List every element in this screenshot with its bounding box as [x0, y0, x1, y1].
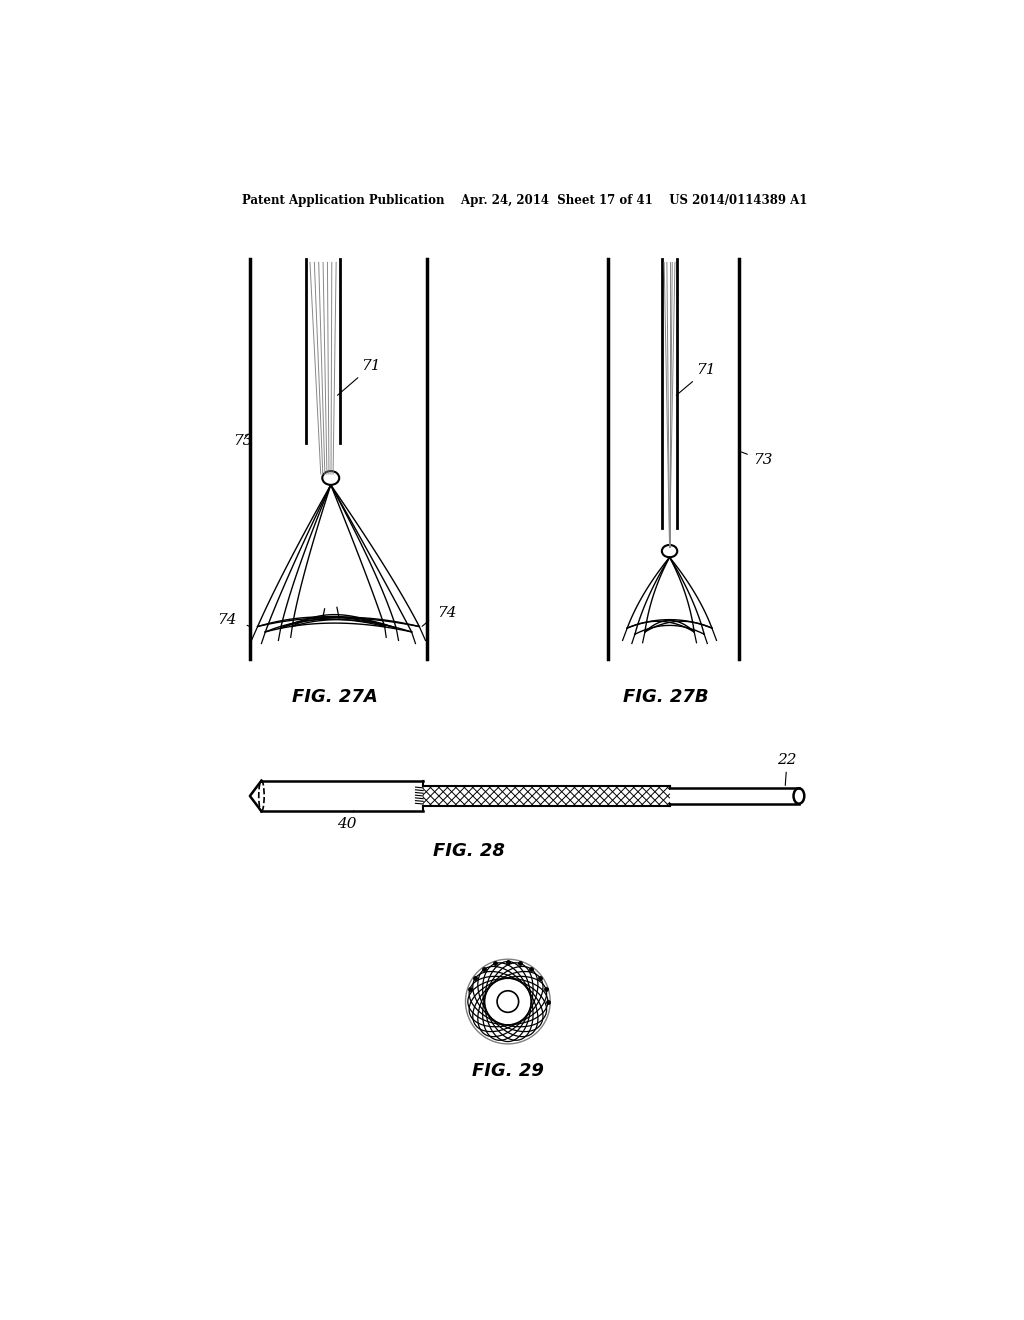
Text: 73: 73 [741, 451, 772, 467]
Text: FIG. 27A: FIG. 27A [292, 689, 378, 706]
Text: Patent Application Publication    Apr. 24, 2014  Sheet 17 of 41    US 2014/01143: Patent Application Publication Apr. 24, … [242, 194, 808, 207]
Circle shape [497, 991, 518, 1012]
Text: 71: 71 [338, 359, 381, 395]
Text: FIG. 27B: FIG. 27B [623, 689, 709, 706]
Ellipse shape [794, 788, 804, 804]
Text: 71: 71 [676, 363, 716, 395]
Text: 74: 74 [217, 614, 237, 627]
Text: 73: 73 [233, 434, 253, 447]
Text: 40: 40 [337, 810, 356, 832]
Text: FIG. 28: FIG. 28 [433, 842, 505, 861]
Text: FIG. 29: FIG. 29 [472, 1061, 544, 1080]
Text: 74: 74 [437, 606, 457, 619]
Text: 22: 22 [777, 752, 797, 785]
